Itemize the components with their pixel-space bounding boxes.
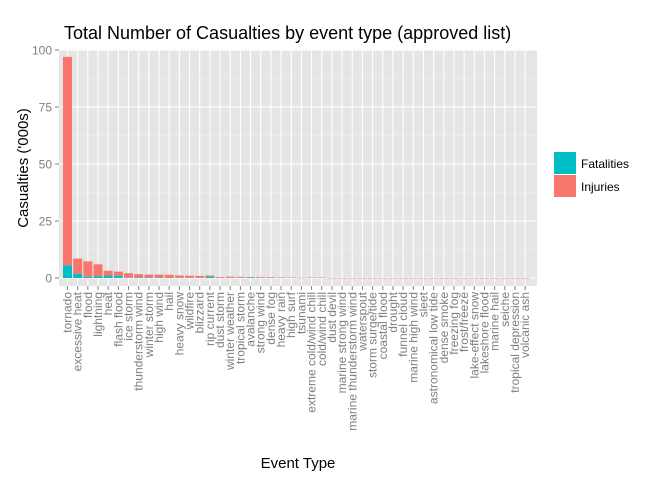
x-tick-label: flash flood: [111, 292, 125, 347]
x-tick-label: dust storm: [213, 292, 227, 348]
bar-injuries: [103, 270, 113, 276]
legend: Fatalities Injuries: [554, 152, 629, 197]
bars: [63, 56, 530, 279]
bar-injuries: [113, 271, 123, 276]
x-tick-label: thunderstorm wind: [132, 292, 146, 391]
grid-major: [59, 49, 537, 286]
x-tick-label: ice storm: [122, 292, 136, 341]
bar-injuries: [256, 277, 266, 278]
bar-injuries: [205, 275, 215, 277]
x-tick-label: marine thunderstorm wind: [345, 292, 359, 431]
bar-fatalities: [113, 275, 123, 278]
x-tick-label: tropical storm: [233, 292, 247, 364]
legend-label-fatalities: Fatalities: [581, 157, 629, 171]
legend-swatch-fatalities: [554, 152, 576, 174]
x-tick-label: astronomical low tide: [427, 292, 441, 404]
x-tick-label: heavy snow: [172, 292, 186, 356]
x-tick-label: hail: [162, 292, 176, 311]
x-tick-label: marine hail: [488, 292, 502, 351]
bar-injuries: [195, 275, 205, 278]
x-tick-label: strong wind: [254, 292, 268, 353]
x-tick-label: dust devil: [325, 292, 339, 343]
bar-injuries: [134, 274, 144, 278]
bar-fatalities: [93, 276, 103, 278]
x-tick-label: excessive heat: [71, 291, 85, 371]
bar-injuries: [83, 261, 93, 277]
x-tick-label: high surf: [284, 291, 298, 338]
bar-injuries: [124, 273, 134, 278]
bar-injuries: [154, 274, 164, 278]
y-tick-label: 25: [39, 215, 53, 229]
bar-injuries: [215, 277, 225, 278]
y-axis: 0 25 50 75 100: [32, 44, 59, 286]
bar-fatalities: [154, 277, 164, 278]
legend-swatch-injuries: [554, 175, 576, 197]
x-tick-label: heavy rain: [274, 292, 288, 347]
bar-injuries: [225, 276, 235, 278]
x-tick-label: blizzard: [193, 292, 207, 333]
x-tick-label: tsunami: [294, 292, 308, 334]
bar-injuries: [73, 258, 83, 274]
x-axis-title: Event Type: [261, 455, 336, 472]
x-tick-label: marine high wind: [406, 292, 420, 383]
x-tick-label: seiche: [498, 292, 512, 327]
y-tick-label: 100: [32, 44, 52, 58]
x-tick-label: rip current: [203, 291, 217, 346]
x-tick-label: cold/wind chill: [315, 292, 329, 366]
chart-title: Total Number of Casualties by event type…: [64, 23, 511, 43]
x-tick-label: volcanic ash: [518, 292, 532, 358]
bar-injuries: [63, 56, 72, 266]
x-tick-label: flood: [81, 292, 95, 318]
x-tick-label: winter weather: [223, 292, 237, 371]
legend-label-injuries: Injuries: [581, 180, 620, 194]
x-tick-label: lake-effect snow: [467, 292, 481, 379]
x-tick-label: dense smoke: [437, 292, 451, 364]
x-tick-label: funnel cloud: [396, 292, 410, 357]
bar-fatalities: [83, 276, 93, 278]
y-axis-title: Casualties ('000s): [15, 108, 32, 228]
bar-fatalities: [205, 276, 215, 278]
y-tick-label: 0: [45, 272, 52, 286]
bar-injuries: [235, 276, 245, 278]
y-tick-label: 50: [39, 158, 53, 172]
plot-panel: [59, 50, 537, 286]
bar-fatalities: [73, 273, 83, 278]
y-tick-label: 75: [39, 101, 53, 115]
bar-injuries: [174, 275, 184, 278]
x-tick-label: waterspout: [355, 291, 369, 351]
x-tick-label: avalanche: [244, 292, 258, 347]
bar-injuries: [93, 264, 103, 277]
x-tick-label: tornado: [61, 292, 75, 333]
x-tick-label: storm surge/tide: [366, 292, 380, 378]
bar-injuries: [164, 274, 174, 278]
bar-injuries: [266, 277, 276, 278]
x-tick-label: frost/freeze: [457, 292, 471, 352]
x-tick-label: lakeshore flood: [477, 292, 491, 373]
x-tick-label: wildfire: [183, 292, 197, 331]
x-tick-label: freezing fog: [447, 292, 461, 355]
x-tick-label: coastal flood: [376, 292, 390, 359]
x-tick-label: extreme cold/wind chill: [305, 292, 319, 413]
x-tick-label: marine strong wind: [335, 292, 349, 393]
x-tick-label: tropical depression: [508, 292, 522, 393]
x-tick-label: heat: [101, 291, 115, 315]
x-tick-label: sleet: [416, 291, 430, 317]
bar-fatalities: [63, 265, 72, 278]
x-tick-label: winter storm: [142, 292, 156, 358]
x-tick-label: dense fog: [264, 292, 278, 345]
x-tick-label: lightning: [91, 292, 105, 337]
x-tick-label: drought: [386, 291, 400, 332]
bar-injuries: [185, 275, 195, 278]
x-tick-label: high wind: [152, 292, 166, 343]
bar-injuries: [144, 274, 154, 278]
bar-fatalities: [103, 275, 113, 278]
